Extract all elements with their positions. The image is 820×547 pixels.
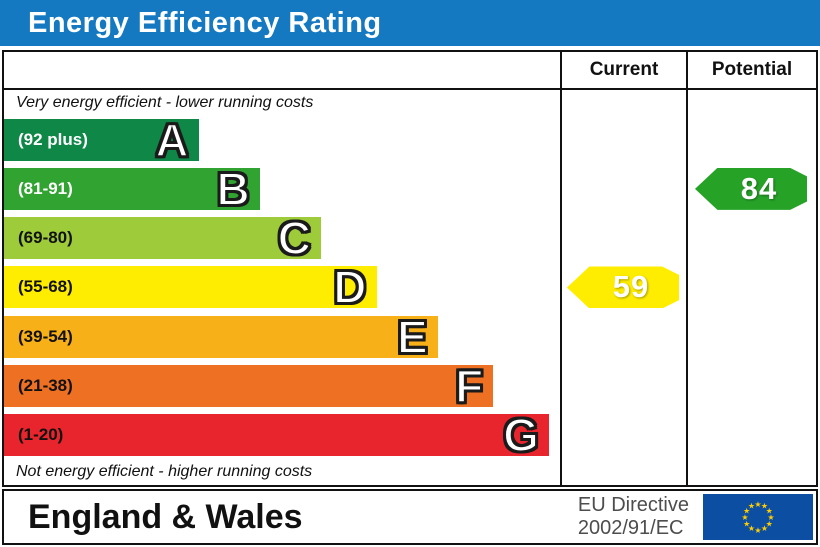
eu-flag-icon: ★ ★ ★ ★ ★ ★ ★ ★ ★ ★ ★ ★ [703,494,813,540]
svg-text:★: ★ [748,502,755,511]
band-range-label: (39-54) [18,326,73,346]
svg-text:★: ★ [754,500,761,509]
eu-directive-line1: EU Directive [577,494,689,516]
band-row-c: (69-80) C [4,214,560,263]
eu-directive-label: EU Directive 2002/91/EC [578,494,689,540]
band-bar: (21-38) F [4,360,494,413]
band-letter: C [277,212,312,265]
svg-text:★: ★ [766,506,773,515]
band-bar: (55-68) D [4,261,377,314]
svg-text:★: ★ [766,519,773,528]
band-row-f: (21-38) F [4,361,560,410]
band-bar: (39-54) E [4,310,438,363]
band-bar: (81-91) B [4,162,260,215]
table-header: Current Potential [4,52,816,90]
current-column [560,90,686,485]
potential-rating-value: 84 [740,170,778,206]
band-row-d: (55-68) D [4,263,560,312]
svg-text:★: ★ [743,506,750,515]
band-bar: (69-80) C [4,212,321,265]
header-spacer [4,52,560,88]
band-range-label: (55-68) [18,277,73,297]
band-bar: (92 plus) A [4,113,199,166]
svg-text:★: ★ [754,526,761,535]
band-letter: D [332,261,367,314]
band-letter: A [154,113,189,166]
svg-text:★: ★ [761,502,768,511]
band-letter: B [216,162,251,215]
potential-column [686,90,816,485]
band-row-b: (81-91) B [4,164,560,213]
svg-text:★: ★ [743,519,750,528]
column-header-potential: Potential [686,52,816,88]
eu-directive-line2: 2002/91/EC [577,517,684,539]
band-range-label: (92 plus) [18,129,88,149]
band-range-label: (1-20) [18,425,64,445]
column-header-current: Current [560,52,686,88]
rating-grid: Very energy efficient - lower running co… [4,90,816,485]
potential-rating-arrow: 84 [695,167,807,210]
footer: England & Wales EU Directive 2002/91/EC … [2,489,818,545]
band-range-label: (81-91) [18,178,73,198]
svg-text:★: ★ [767,513,774,522]
band-letter: E [396,310,429,363]
band-letter: G [502,409,540,462]
band-range-label: (21-38) [18,376,73,396]
band-bar: (1-20) G [4,409,549,462]
current-rating-arrow: 59 [567,266,679,309]
svg-text:★: ★ [748,524,755,533]
svg-text:★: ★ [741,513,748,522]
chart-title: Energy Efficiency Rating [28,6,382,39]
top-note: Very energy efficient - lower running co… [16,93,314,111]
band-row-e: (39-54) E [4,312,560,361]
region-label: England & Wales [28,497,303,536]
svg-text:★: ★ [761,524,768,533]
rating-table: Current Potential Very energy efficient … [2,50,818,487]
title-bar: Energy Efficiency Rating [0,0,820,46]
current-rating-value: 59 [612,269,650,305]
band-letter: F [454,360,484,413]
bottom-note: Not energy efficient - higher running co… [16,463,313,481]
band-range-label: (69-80) [18,228,73,248]
band-row-g: (1-20) G [4,411,560,460]
band-row-a: (92 plus) A [4,115,560,164]
